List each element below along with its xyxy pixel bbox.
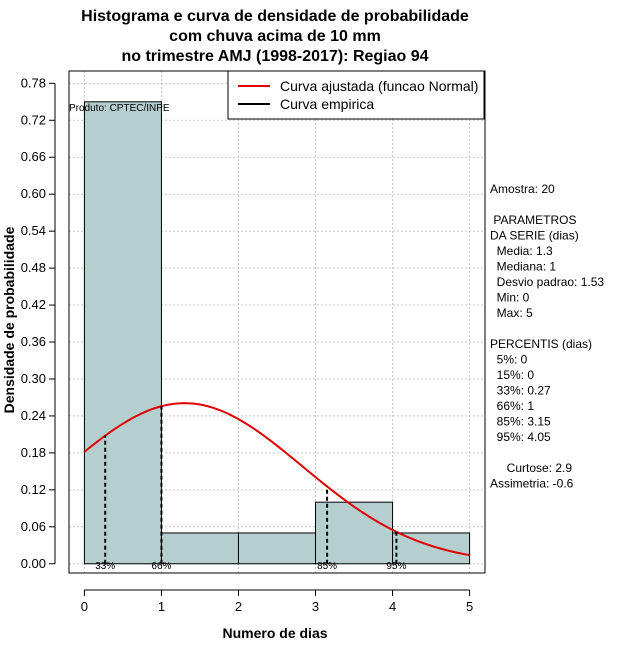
histogram-bar-1 xyxy=(160,532,239,565)
stats-line-7: Min: 0 xyxy=(490,291,530,305)
stats-line-14: 66%: 1 xyxy=(490,399,534,413)
legend-entry-empirical: Curva empirica xyxy=(280,96,374,112)
y-tick-label-9: 0.54 xyxy=(21,223,46,238)
chart-title-line-1: Histograma e curva de densidade de proba… xyxy=(81,8,469,25)
stats-line-11: 5%: 0 xyxy=(490,353,528,367)
curves xyxy=(83,402,470,557)
y-tick-label-11: 0.66 xyxy=(21,149,46,164)
y-tick-label-3: 0.18 xyxy=(21,445,46,460)
y-tick-label-4: 0.24 xyxy=(21,408,46,423)
stats-line-12: 15%: 0 xyxy=(490,368,534,382)
stats-line-5: Mediana: 1 xyxy=(490,260,556,274)
stats-line-3: DA SERIE (dias) xyxy=(490,229,579,243)
normal-curve-line xyxy=(83,402,470,557)
stats-line-18: Curtose: 2.9 xyxy=(490,461,572,475)
histogram-bar-0 xyxy=(83,101,162,565)
y-tick-label-2: 0.12 xyxy=(21,482,46,497)
stats-line-6: Desvio padrao: 1.53 xyxy=(490,275,604,289)
stats-line-4: Media: 1.3 xyxy=(490,244,553,258)
x-axis-label: Numero de dias xyxy=(222,625,327,641)
x-tick-label-0: 0 xyxy=(81,599,88,614)
product-label: Produto: CPTEC/INPE xyxy=(69,103,170,114)
percentile-label-2: 85% xyxy=(317,561,337,572)
y-tick-label-5: 0.30 xyxy=(21,371,46,386)
percentile-markers: 33% 66% 85% 95% xyxy=(95,406,407,572)
stats-line-0: Amostra: 20 xyxy=(490,182,555,196)
stats-line-15: 85%: 3.15 xyxy=(490,415,551,429)
y-tick-label-0: 0.00 xyxy=(21,556,46,571)
y-tick-label-8: 0.48 xyxy=(21,260,46,275)
series-statistics: Amostra: 20 PARAMETROS DA SERIE (dias) Me… xyxy=(490,182,604,491)
axes: 0 1 2 3 4 5 0.00 0.06 0.12 0.18 0.24 0.30 0.36 0.42 0.… xyxy=(21,75,474,614)
percentile-label-1: 66% xyxy=(151,561,171,572)
stats-line-8: Max: 5 xyxy=(490,306,533,320)
y-tick-label-6: 0.36 xyxy=(21,334,46,349)
stats-line-10: PERCENTIS (dias) xyxy=(490,337,592,351)
y-tick-label-13: 0.78 xyxy=(21,75,46,90)
stats-line-16: 95%: 4.05 xyxy=(490,430,551,444)
chart-title-line-3: no trimestre AMJ (1998-2017): Regiao 94 xyxy=(121,48,428,65)
histogram-bar-4 xyxy=(392,532,471,565)
histogram-bar-2 xyxy=(237,532,317,565)
x-tick-label-1: 1 xyxy=(158,599,165,614)
percentile-label-3: 95% xyxy=(386,561,406,572)
y-tick-label-7: 0.42 xyxy=(21,297,46,312)
y-tick-label-1: 0.06 xyxy=(21,519,46,534)
stats-line-2: PARAMETROS xyxy=(490,213,576,227)
y-tick-label-10: 0.60 xyxy=(21,186,46,201)
stats-line-13: 33%: 0.27 xyxy=(490,384,551,398)
stats-line-19: Assimetria: -0.6 xyxy=(490,477,574,491)
x-tick-label-4: 4 xyxy=(389,599,396,614)
y-axis-label: Densidade de probabilidade xyxy=(1,226,17,413)
histogram-bar-3 xyxy=(315,501,394,565)
x-tick-label-2: 2 xyxy=(235,599,242,614)
histogram-bars xyxy=(83,101,471,565)
x-tick-label-3: 3 xyxy=(312,599,319,614)
chart-title-line-2: com chuva acima de 10 mm xyxy=(169,28,381,45)
percentile-label-0: 33% xyxy=(95,561,115,572)
legend-box xyxy=(227,70,485,120)
legend-entry-normal: Curva ajustada (funcao Normal) xyxy=(280,78,478,94)
x-tick-label-5: 5 xyxy=(466,599,473,614)
legend: Curva ajustada (funcao Normal) Curva emp… xyxy=(227,70,485,120)
y-tick-label-12: 0.72 xyxy=(21,112,46,127)
